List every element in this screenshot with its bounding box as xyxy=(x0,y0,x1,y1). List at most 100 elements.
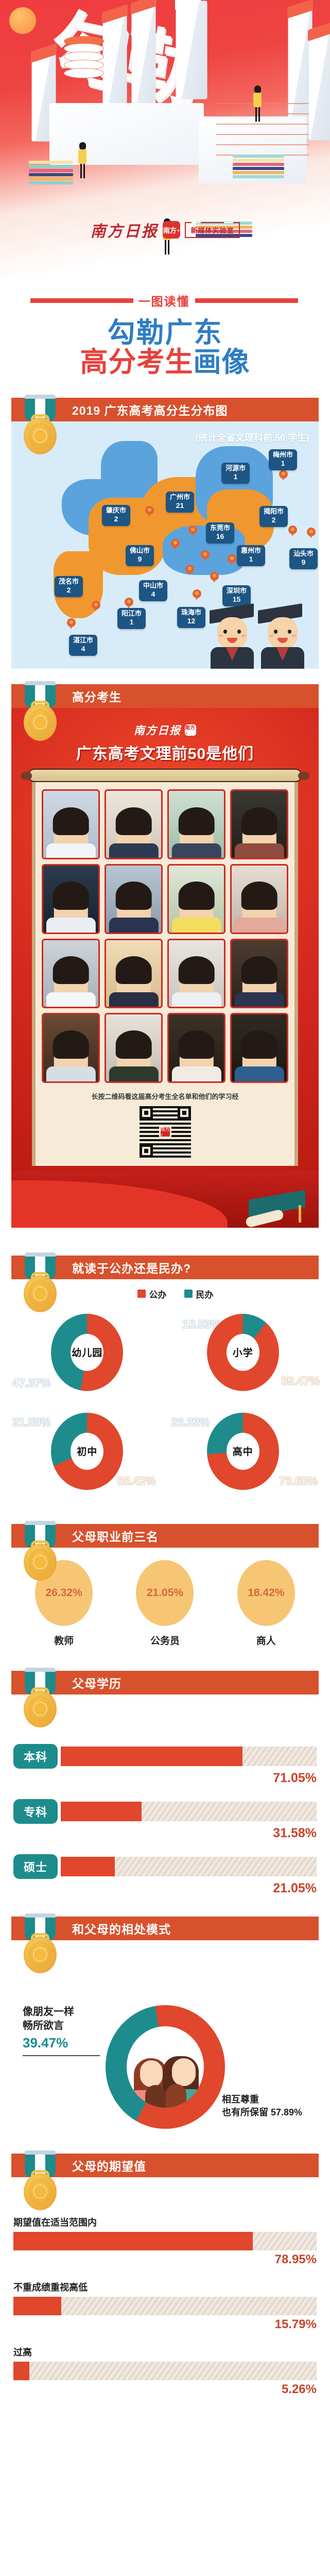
medal-icon xyxy=(21,1520,60,1582)
isometric-city-illustration: 勾勒 xyxy=(0,0,330,289)
book-stack-center xyxy=(196,222,252,238)
education-bar-track xyxy=(61,1746,317,1766)
student-photo[interactable] xyxy=(42,864,100,934)
donut-center-label: 小学 xyxy=(226,1333,259,1371)
education-bar-label: 硕士 xyxy=(13,1854,58,1879)
occupation-item-teacher: 26.32% 教师 xyxy=(35,1560,93,1647)
legend-swatch-public xyxy=(137,1290,146,1298)
qr-center-logo: 南方+ xyxy=(159,1125,171,1138)
page-title-line2-red: 高分考生 xyxy=(80,347,194,378)
medal-icon xyxy=(21,1667,60,1728)
page-title-line2-blue: 画像 xyxy=(193,347,250,378)
graduate-girl xyxy=(210,603,255,669)
education-bar-label: 专科 xyxy=(13,1799,58,1824)
donut-public-pct: 68.42% xyxy=(117,1474,156,1487)
student-photo[interactable] xyxy=(230,938,288,1009)
expectation-section: 父母的期望值 期望值在适当范围内 78.95% 不重成绩重视高低 15.79% xyxy=(0,2150,330,2397)
relationship-left-line2: 畅所欲言 xyxy=(23,2020,64,2031)
city-tag-yangjiang: 阳江市 1 xyxy=(117,608,146,629)
red-cloth-shape xyxy=(11,1180,228,1228)
map-pin xyxy=(67,618,76,630)
city-tag-foshan: 佛山市 9 xyxy=(126,545,154,566)
expectation-section-heading: 父母的期望值 xyxy=(11,2153,319,2177)
student-photo[interactable] xyxy=(167,864,225,934)
student-photo[interactable] xyxy=(42,1013,100,1083)
qr-code[interactable]: 南方+ xyxy=(139,1106,191,1158)
donut-center-label: 幼儿园 xyxy=(71,1333,104,1371)
education-bar-track xyxy=(61,1856,317,1876)
qr-instruction-text: 长按二维码看这届高分考生全名单和他们的学习经 xyxy=(91,1092,239,1100)
student-photo[interactable] xyxy=(230,1013,288,1083)
family-illustration xyxy=(126,2026,204,2108)
student-photo[interactable] xyxy=(42,789,100,860)
relationship-section: 和父母的相处模式 像朋友一样 畅所欲言 39.47% xyxy=(0,1913,330,2139)
student-photo[interactable] xyxy=(42,938,100,1009)
medal-icon xyxy=(21,2150,60,2211)
nanfang-plus-app-icon: 南方+ xyxy=(163,221,181,239)
donut-public-pct: 73.68% xyxy=(279,1474,318,1487)
student-figure-right xyxy=(253,86,262,122)
occupation-label: 公务员 xyxy=(150,1635,180,1647)
hero-illustration: 勾勒 xyxy=(0,0,330,289)
student-photo[interactable] xyxy=(105,1013,163,1083)
guangdong-province-shape xyxy=(41,441,299,619)
qr-corner-icon xyxy=(139,1144,153,1158)
top50-section-heading: 高分考生 xyxy=(11,684,319,708)
education-bar-track xyxy=(61,1801,317,1821)
medal-icon xyxy=(21,1252,60,1313)
education-bar-row: 硕士 21.05% xyxy=(13,1854,317,1896)
nanfang-daily-logo: 南方日报 xyxy=(134,724,181,737)
medal-icon xyxy=(21,681,60,742)
map-pin xyxy=(125,598,133,609)
student-photo[interactable] xyxy=(105,938,163,1009)
legend-swatch-private xyxy=(184,1290,193,1298)
student-photo[interactable] xyxy=(105,789,163,860)
map-section: 2019 广东高考高分生分布图 (统计全省文理科前 50 学生) xyxy=(0,395,330,669)
occupation-label: 教师 xyxy=(54,1635,74,1647)
expectation-bar-row: 过高 5.26% xyxy=(13,2345,317,2397)
map-pin xyxy=(288,526,297,537)
map-pin xyxy=(185,565,194,576)
donut-public-pct: 89.47% xyxy=(281,1374,320,1387)
donut-chart: 小学 xyxy=(206,1313,279,1391)
relationship-right-line2: 也有所保留 57.89% xyxy=(222,2107,303,2117)
student-photo[interactable] xyxy=(105,864,163,934)
eyebrow-banner: 一图读懂 xyxy=(0,292,330,309)
divider xyxy=(23,2055,100,2056)
student-photo[interactable] xyxy=(230,789,288,860)
scroll-paper: 长按二维码看这届高分考生全名单和他们的学习经 南方+ xyxy=(32,782,298,1166)
sun-icon xyxy=(9,7,36,34)
book-stack-right xyxy=(233,155,284,179)
city-tag-dongguan: 东莞市 16 xyxy=(206,522,235,544)
infographic-page: 勾勒 xyxy=(0,0,330,2397)
city-tag-guangzhou: 广州市 21 xyxy=(166,492,195,513)
donut-senior: 26.32% 高中 73.68% xyxy=(165,1402,321,1500)
city-tag-zhuhai: 珠海市 12 xyxy=(177,607,206,628)
student-photo[interactable] xyxy=(167,789,225,860)
donut-junior: 31.58% 初中 68.42% xyxy=(9,1402,165,1500)
relationship-left-pct: 39.47% xyxy=(23,2035,68,2050)
student-photo[interactable] xyxy=(230,864,288,934)
expectation-bar-row: 不重成绩重视高低 15.79% xyxy=(13,2280,317,2332)
expectation-bar-label: 不重成绩重视高低 xyxy=(13,2282,88,2293)
legend-item-public: 公办 xyxy=(137,1287,167,1300)
student-photo[interactable] xyxy=(167,1013,225,1083)
map-pin xyxy=(193,589,201,601)
expectation-bar-label: 期望值在适当范围内 xyxy=(13,2217,97,2228)
donut-chart: 初中 xyxy=(51,1412,124,1490)
occupation-item-businessperson: 18.42% 商人 xyxy=(237,1560,295,1647)
student-photo[interactable] xyxy=(167,938,225,1009)
expectation-bar-value: 5.26% xyxy=(281,2382,317,2396)
top50-section: 高分考生 南方日报 南方+ 广东高考文理前50是他们 xyxy=(0,681,330,1228)
occupation-item-civil-servant: 21.05% 公务员 xyxy=(136,1560,194,1647)
student-photo-grid xyxy=(42,789,288,1083)
expectation-bar-chart: 期望值在适当范围内 78.95% 不重成绩重视高低 15.79% 过高 5.26… xyxy=(13,2215,317,2397)
education-section-heading: 父母学历 xyxy=(11,1670,319,1694)
nanfang-daily-logo: 南方日报 xyxy=(90,223,159,240)
donut-chart: 高中 xyxy=(206,1412,279,1490)
occupation-label: 商人 xyxy=(256,1635,276,1647)
donut-private-pct: 31.58% xyxy=(12,1415,51,1429)
donut-center-label: 高中 xyxy=(226,1432,259,1470)
relationship-chart: 像朋友一样 畅所欲言 39.47% 相互尊重 也有所保留 57.89% xyxy=(11,1985,319,2139)
map-pin xyxy=(188,526,197,537)
